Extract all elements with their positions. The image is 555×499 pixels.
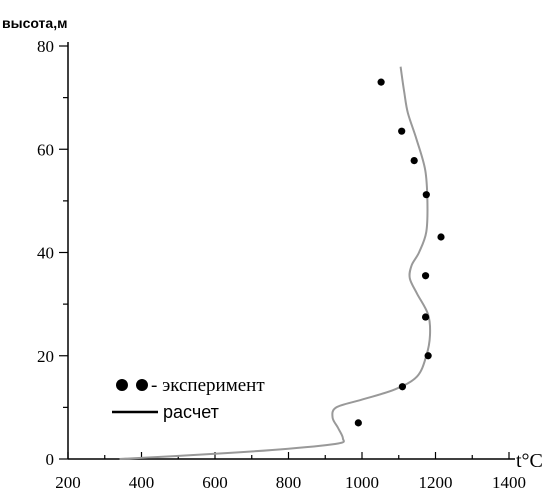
y-axis-label: высота,м: [2, 15, 67, 31]
y-tick-label: 0: [46, 450, 55, 469]
experiment-point: [421, 313, 430, 321]
x-tick-label: 1200: [419, 473, 453, 492]
experiment-point: [354, 419, 362, 427]
experiment-point: [437, 233, 445, 241]
x-tick-label: 800: [276, 473, 302, 492]
x-tick-label: 200: [55, 473, 81, 492]
y-tick-label: 60: [37, 140, 54, 159]
experiment-point: [424, 352, 432, 360]
calc-line: [119, 66, 432, 460]
experiment-point: [410, 157, 418, 165]
x-tick-label: 400: [129, 473, 155, 492]
legend-calc-label: расчет: [163, 402, 219, 422]
y-tick-label: 20: [37, 347, 54, 366]
y-axis: 0 20 40 60 80: [37, 37, 69, 469]
legend-experiment-marker-1: [116, 379, 128, 391]
experiment-point: [398, 127, 406, 135]
experiment-point: [398, 383, 407, 391]
x-tick-label: 1400: [492, 473, 526, 492]
experiment-point: [421, 272, 430, 280]
y-tick-label: 40: [37, 244, 54, 263]
legend-experiment-label: - эксперимент: [151, 375, 265, 396]
legend-experiment-marker-2: [136, 379, 148, 391]
x-tick-label: 1000: [345, 473, 379, 492]
series-layer: [119, 66, 445, 460]
x-tick-label: 600: [202, 473, 228, 492]
x-axis: 200 400 600 800 1000 1200 1400: [55, 452, 526, 492]
legend: - эксперимент расчет: [112, 375, 265, 422]
experiment-point: [377, 78, 385, 86]
experiment-point: [422, 191, 430, 199]
y-tick-label: 80: [37, 37, 54, 56]
x-axis-label: t°C: [516, 450, 543, 472]
